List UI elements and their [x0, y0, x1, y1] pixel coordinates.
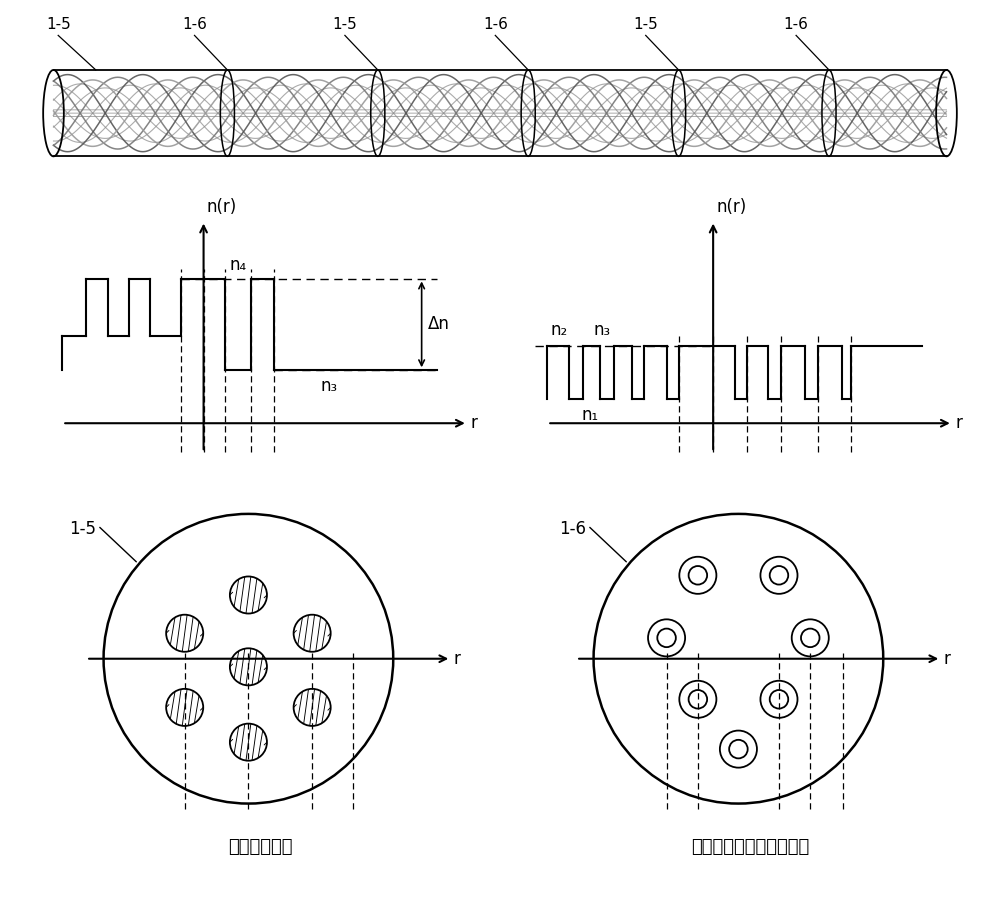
Text: 1-5: 1-5 [633, 17, 658, 32]
Text: 螺旋氟化物包层七芯光纤: 螺旋氟化物包层七芯光纤 [691, 839, 809, 857]
Circle shape [729, 740, 748, 759]
Circle shape [230, 577, 267, 613]
Text: Δn: Δn [428, 315, 450, 333]
Text: r: r [454, 650, 460, 668]
Circle shape [760, 681, 798, 718]
Text: n₃: n₃ [320, 377, 337, 395]
Circle shape [657, 629, 676, 647]
Circle shape [801, 629, 820, 647]
Circle shape [679, 557, 716, 594]
Circle shape [166, 689, 203, 726]
Text: n₂: n₂ [550, 321, 568, 339]
Circle shape [689, 566, 707, 585]
Text: 1-6: 1-6 [559, 520, 586, 538]
Text: 1-5: 1-5 [46, 17, 71, 32]
Text: 1-5: 1-5 [69, 520, 96, 538]
Text: n(r): n(r) [207, 198, 237, 216]
Text: r: r [956, 414, 963, 432]
Text: 螺旋七芯光纤: 螺旋七芯光纤 [228, 839, 292, 857]
Circle shape [230, 648, 267, 685]
Circle shape [770, 690, 788, 709]
Text: r: r [471, 414, 478, 432]
Text: 1-6: 1-6 [784, 17, 809, 32]
Text: n₁: n₁ [581, 406, 598, 424]
Circle shape [648, 620, 685, 656]
Circle shape [294, 615, 331, 652]
Circle shape [166, 615, 203, 652]
Text: 1-6: 1-6 [182, 17, 207, 32]
Text: r: r [944, 650, 950, 668]
Circle shape [792, 620, 829, 656]
Circle shape [770, 566, 788, 585]
Text: 1-5: 1-5 [333, 17, 357, 32]
Circle shape [760, 557, 798, 594]
Circle shape [720, 731, 757, 768]
Circle shape [679, 681, 716, 718]
Text: n₄: n₄ [229, 256, 246, 274]
Circle shape [230, 724, 267, 761]
Circle shape [294, 689, 331, 726]
Text: 1-6: 1-6 [483, 17, 508, 32]
Circle shape [689, 690, 707, 709]
Text: n(r): n(r) [716, 198, 746, 216]
Text: n₃: n₃ [593, 321, 610, 339]
